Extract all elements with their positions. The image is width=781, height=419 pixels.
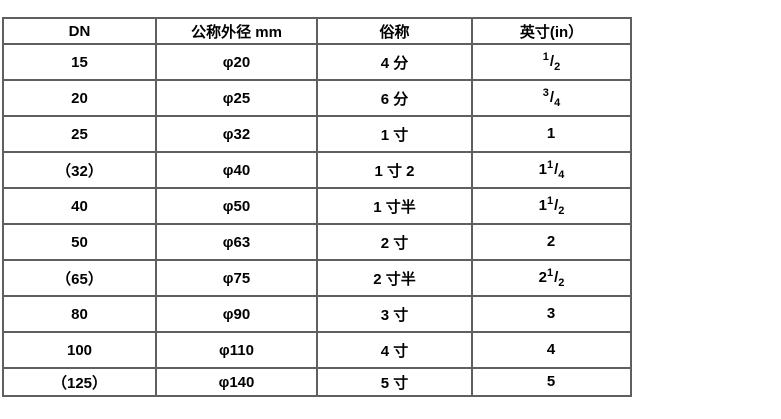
cell-common: 2 寸半 <box>316 259 473 297</box>
cell-inch: 21/2 <box>471 259 632 297</box>
inch-whole: 1 <box>538 161 547 178</box>
inch-numerator: 1 <box>546 267 554 279</box>
cell-inch: 2 <box>471 223 632 261</box>
inch-whole: 1 <box>538 197 547 214</box>
table-row: （32） φ40 1 寸 2 11/4 <box>2 151 632 189</box>
cell-od: φ140 <box>155 367 318 397</box>
cell-common: 4 分 <box>316 43 473 81</box>
cell-od: φ90 <box>155 295 318 333</box>
cell-dn: 50 <box>2 223 157 261</box>
cell-common: 1 寸 <box>316 115 473 153</box>
cell-od: φ32 <box>155 115 318 153</box>
cell-inch: 4 <box>471 331 632 369</box>
cell-inch: 5 <box>471 367 632 397</box>
inch-slash: / <box>554 269 559 286</box>
table-row: 25 φ32 1 寸 1 <box>2 115 632 153</box>
cell-dn: 15 <box>2 43 157 81</box>
cell-common: 3 寸 <box>316 295 473 333</box>
inch-whole: 3 <box>546 305 556 322</box>
inch-numerator: 1 <box>542 51 549 63</box>
col-header-common-name: 俗称 <box>316 17 473 45</box>
cell-inch: 1 <box>471 115 632 153</box>
cell-dn: 20 <box>2 79 157 117</box>
col-header-inch: 英寸(in） <box>471 17 632 45</box>
cell-inch: 1/2 <box>471 43 632 81</box>
cell-dn: 80 <box>2 295 157 333</box>
table-row: 15 φ20 4 分 1/2 <box>2 43 632 81</box>
cell-od: φ40 <box>155 151 318 189</box>
inch-slash: / <box>549 53 555 70</box>
cell-dn: 25 <box>2 115 157 153</box>
cell-common: 4 寸 <box>316 331 473 369</box>
table-row: （65） φ75 2 寸半 21/2 <box>2 259 632 297</box>
inch-slash: / <box>554 197 559 214</box>
pipe-size-table: DN 公称外径 mm 俗称 英寸(in） 15 φ20 4 分 1/2 20 φ… <box>2 17 632 397</box>
inch-denominator: 4 <box>558 169 565 181</box>
table-row: 100 φ110 4 寸 4 <box>2 331 632 369</box>
inch-slash: / <box>549 89 555 106</box>
cell-dn: （125） <box>2 367 157 397</box>
inch-numerator: 3 <box>542 87 549 99</box>
inch-slash: / <box>554 161 559 178</box>
cell-od: φ63 <box>155 223 318 261</box>
inch-whole: 1 <box>546 125 556 142</box>
cell-od: φ110 <box>155 331 318 369</box>
cell-dn: （65） <box>2 259 157 297</box>
inch-whole: 2 <box>546 233 556 250</box>
cell-dn: 40 <box>2 187 157 225</box>
cell-common: 6 分 <box>316 79 473 117</box>
cell-inch: 11/4 <box>471 151 632 189</box>
cell-common: 5 寸 <box>316 367 473 397</box>
table-row: 80 φ90 3 寸 3 <box>2 295 632 333</box>
cell-inch: 11/2 <box>471 187 632 225</box>
table-row: 20 φ25 6 分 3/4 <box>2 79 632 117</box>
cell-common: 1 寸半 <box>316 187 473 225</box>
table-row: 50 φ63 2 寸 2 <box>2 223 632 261</box>
inch-whole: 2 <box>538 269 547 286</box>
inch-denominator: 4 <box>554 97 561 109</box>
cell-inch: 3/4 <box>471 79 632 117</box>
table-row: （125） φ140 5 寸 5 <box>2 367 632 397</box>
cell-od: φ75 <box>155 259 318 297</box>
inch-denominator: 2 <box>558 277 565 289</box>
header-row: DN 公称外径 mm 俗称 英寸(in） <box>2 17 632 45</box>
cell-od: φ50 <box>155 187 318 225</box>
cell-dn: 100 <box>2 331 157 369</box>
cell-inch: 3 <box>471 295 632 333</box>
cell-common: 1 寸 2 <box>316 151 473 189</box>
inch-whole: 4 <box>546 341 556 358</box>
table-row: 40 φ50 1 寸半 11/2 <box>2 187 632 225</box>
cell-od: φ20 <box>155 43 318 81</box>
cell-common: 2 寸 <box>316 223 473 261</box>
col-header-dn: DN <box>2 17 157 45</box>
inch-whole: 5 <box>546 373 556 390</box>
inch-denominator: 2 <box>554 61 561 73</box>
inch-numerator: 1 <box>546 195 554 207</box>
cell-od: φ25 <box>155 79 318 117</box>
cell-dn: （32） <box>2 151 157 189</box>
inch-numerator: 1 <box>546 159 554 171</box>
col-header-outer-diameter: 公称外径 mm <box>155 17 318 45</box>
inch-denominator: 2 <box>558 205 565 217</box>
